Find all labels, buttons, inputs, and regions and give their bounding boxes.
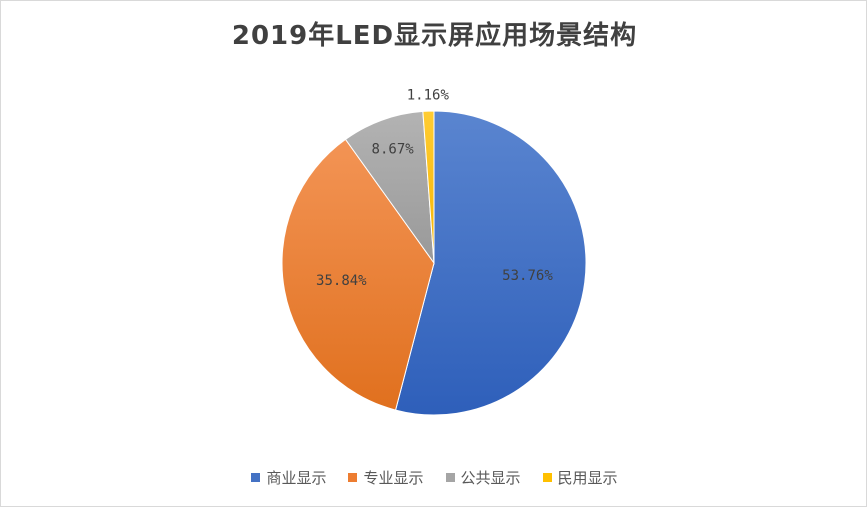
legend-swatch: [542, 473, 552, 482]
legend-swatch: [251, 473, 261, 482]
pie-slice-civil: [422, 110, 435, 264]
legend-label: 专业显示: [363, 469, 424, 487]
pie-slice-professional: [281, 138, 435, 411]
data-label-civil: 1.16%: [407, 87, 450, 103]
pie-slice-commercial: [394, 110, 587, 416]
legend-label: 商业显示: [266, 469, 327, 487]
legend: 商业显示 专业显示 公共显示 民用显示: [1, 467, 867, 488]
legend-item-public: 公共显示: [445, 467, 521, 488]
data-label-public: 8.67%: [372, 142, 415, 158]
data-label-commercial: 53.76%: [502, 268, 553, 284]
chart-title: 2019年LED显示屏应用场景结构: [231, 21, 638, 51]
legend-item-civil: 民用显示: [542, 467, 618, 488]
legend-swatch: [445, 473, 455, 482]
legend-swatch: [348, 473, 358, 482]
legend-label: 公共显示: [460, 469, 521, 487]
legend-label: 民用显示: [557, 469, 618, 487]
legend-item-professional: 专业显示: [348, 467, 424, 488]
pie-slice-public: [344, 110, 435, 265]
legend-item-commercial: 商业显示: [251, 467, 326, 488]
data-label-professional: 35.84%: [316, 273, 367, 289]
